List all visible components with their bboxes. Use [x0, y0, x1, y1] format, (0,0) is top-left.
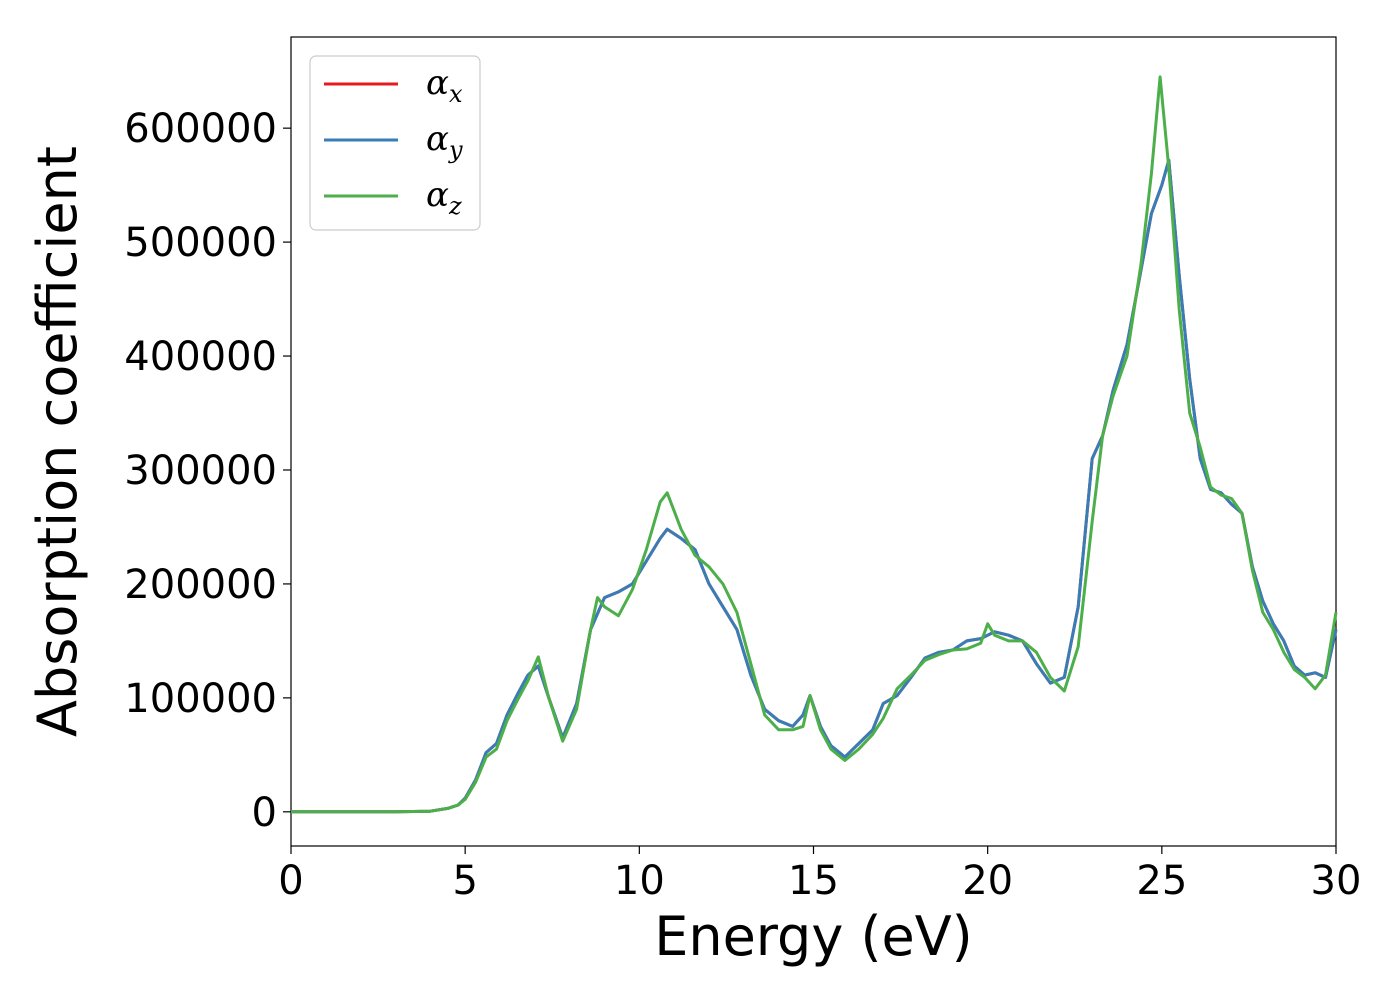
y-tick-label: 300000 — [124, 448, 277, 494]
series-layer — [291, 75, 1338, 814]
x-tick-label: 10 — [614, 858, 665, 904]
y-axis-ticks: 0 100000 200000 300000 400000 500000 600000 — [124, 106, 291, 836]
legend-label-y: αy — [426, 119, 463, 164]
y-tick-label: 100000 — [124, 676, 277, 722]
x-tick-label: 0 — [278, 858, 303, 904]
x-tick-label: 20 — [962, 858, 1013, 904]
x-tick-label: 15 — [788, 858, 839, 904]
x-axis-label: Energy (eV) — [654, 905, 973, 968]
legend-box — [309, 55, 481, 231]
series-line-y — [291, 158, 1338, 814]
y-tick-label: 600000 — [124, 106, 277, 152]
y-tick-label: 200000 — [124, 562, 277, 608]
legend: αx αy αz — [309, 55, 481, 231]
x-tick-label: 5 — [452, 858, 477, 904]
legend-label-x: αx — [426, 63, 463, 108]
legend-label-z: αz — [426, 175, 462, 220]
x-tick-label: 30 — [1311, 858, 1362, 904]
y-tick-label: 500000 — [124, 220, 277, 266]
y-axis-label: Absorption coefficient — [26, 146, 89, 737]
series-line-x — [291, 158, 1338, 814]
y-tick-label: 400000 — [124, 334, 277, 380]
x-tick-label: 25 — [1136, 858, 1187, 904]
series-line-z — [291, 75, 1338, 814]
x-axis-ticks: 0 5 10 15 20 25 30 — [278, 846, 1361, 904]
y-tick-label: 0 — [252, 790, 277, 836]
